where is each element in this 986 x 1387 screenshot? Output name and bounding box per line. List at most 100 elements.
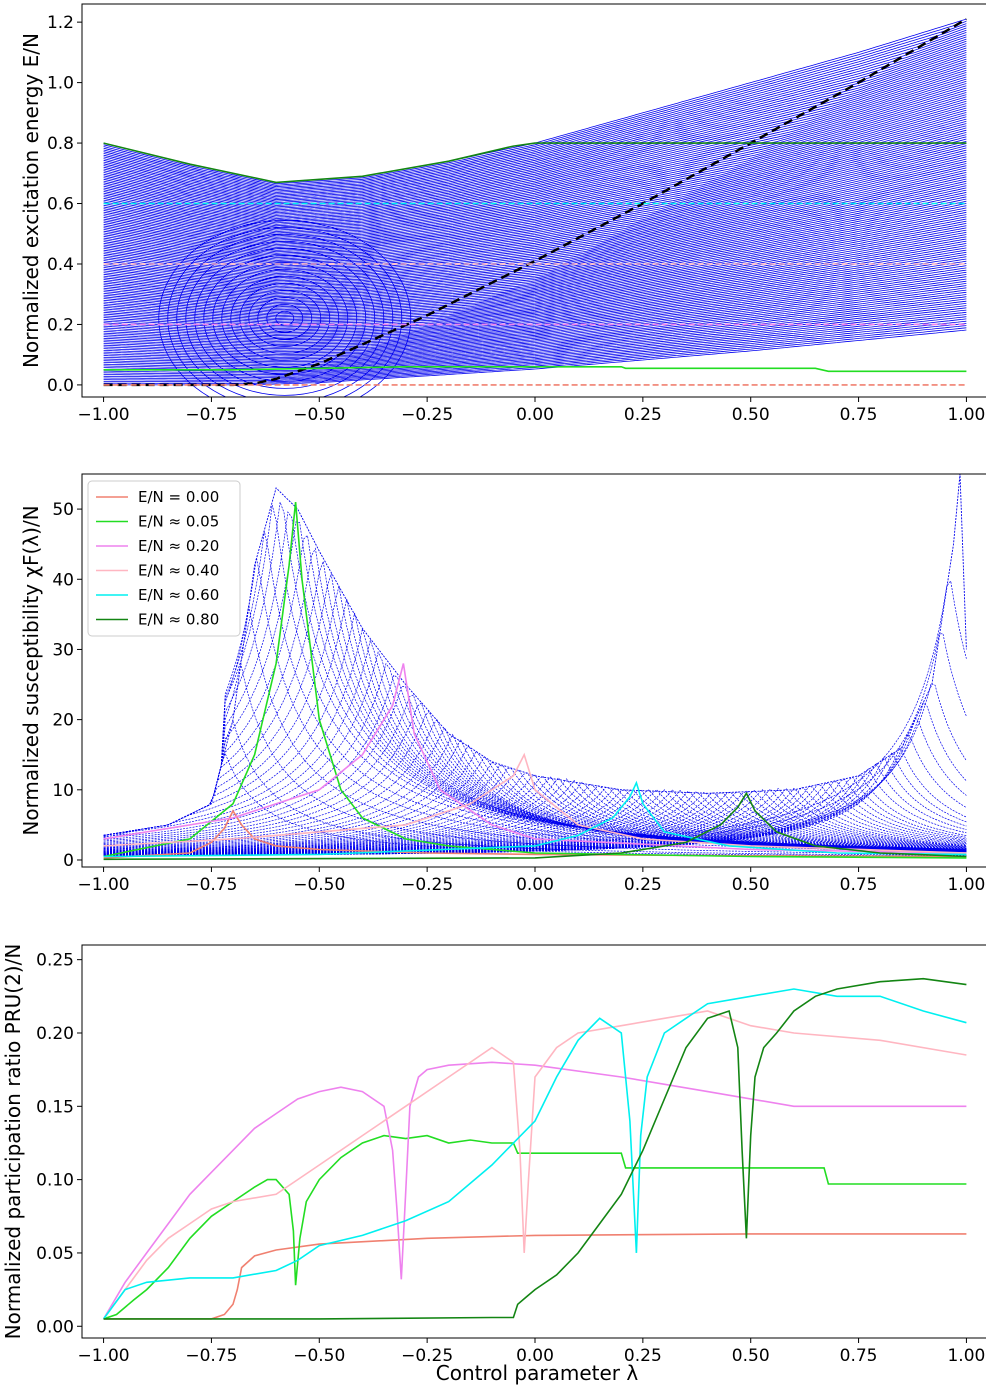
y-axis-label: Normalized excitation energy E/N: [19, 33, 43, 368]
spectrum-ring: [158, 220, 412, 397]
y-ticks: 0.0 0.2 0.4 0.6 0.8 1.0 1.2: [47, 13, 82, 396]
spectrum-curve: [103, 792, 967, 856]
x-tick-label: 1.00: [947, 405, 985, 425]
spectrum-level-line: [103, 96, 967, 234]
x-tick-label: −0.50: [293, 875, 345, 895]
spectrum-curve: [103, 580, 967, 854]
spectrum-curve: [103, 792, 967, 856]
y-axis-label: Normalized participation ratio PRU(2)/N: [1, 944, 25, 1340]
spectrum-curve: [103, 790, 967, 856]
x-tick-label: −0.75: [185, 1346, 237, 1366]
spectrum-curve: [103, 750, 967, 853]
spectrum-curve: [103, 777, 967, 854]
spectrum-level-line: [103, 247, 967, 332]
legend: E/N = 0.00 E/N ≈ 0.05 E/N ≈ 0.20 E/N ≈ 0.40…: [87, 480, 241, 637]
spectrum-curve: [103, 683, 967, 856]
x-tick-label: 0.50: [732, 1346, 770, 1366]
spectrum-level-line: [103, 205, 967, 305]
y-tick-label: 0.6: [47, 195, 74, 215]
spectrum-level-line: [103, 140, 967, 263]
spectrum-level-line: [103, 274, 967, 350]
spectrum-level-line: [103, 132, 967, 257]
spectrum-ring: [203, 254, 367, 382]
spectrum-level-line: [103, 143, 967, 264]
x-tick-label: 0.00: [516, 875, 554, 895]
spectrum-ring: [230, 275, 340, 361]
spectrum-ring: [221, 268, 349, 368]
spectrum-ring: [248, 289, 322, 347]
spectrum-level-line: [103, 223, 967, 316]
x-tick-label: −0.75: [185, 875, 237, 895]
spectrum-level-line: [103, 296, 967, 364]
spectrum-level-line: [103, 87, 967, 228]
spectrum-level-line: [103, 94, 967, 233]
spectrum-level-line: [103, 169, 967, 282]
y-tick-label: 0.15: [36, 1097, 74, 1117]
spectrum-level-line: [103, 60, 967, 211]
panel-susceptibility: −1.00 −0.75 −0.50 −0.25 0.00 0.25 0.50 0.75 1.00…: [19, 473, 986, 895]
x-axis-label: Control parameter λ: [436, 1361, 639, 1385]
spectrum-level-line: [103, 269, 967, 347]
spectrum-curve: [103, 781, 967, 857]
series-line-e0: [103, 809, 967, 859]
spectrum-level-line: [103, 298, 967, 366]
spectrum-level-line: [103, 283, 967, 355]
spectrum-curve: [103, 720, 967, 856]
x-tick-label: 0.25: [624, 405, 662, 425]
spectrum-level-line: [103, 318, 967, 379]
spectrum-levels: [103, 18, 967, 397]
spectrum-level-line: [103, 78, 967, 222]
spectrum-level-line: [103, 245, 967, 331]
legend-label: E/N ≈ 0.05: [138, 513, 219, 531]
spectrum-level-line: [103, 267, 967, 345]
spectrum-level-line: [103, 167, 967, 280]
series-line-e060: [102, 988, 967, 1320]
spectrum-curve: [103, 789, 967, 855]
spectrum-level-line: [103, 294, 967, 363]
spectrum-ring: [212, 261, 358, 375]
spectrum-level-line: [103, 72, 967, 218]
series-line-e040: [102, 1010, 967, 1320]
spectrum-level-line: [103, 40, 967, 198]
spectrum-level-line: [103, 229, 967, 321]
spectrum-level-line: [103, 243, 967, 329]
spectrum-curve: [103, 785, 967, 855]
spectrum-level-line: [103, 216, 967, 312]
spectrum-level-line: [103, 260, 967, 341]
x-ticks: −1.00 −0.75 −0.50 −0.25 0.00 0.25 0.50 0.75 1.00: [78, 397, 985, 425]
spectrum-level-line: [103, 278, 967, 352]
spectrum-level-line: [103, 49, 967, 204]
spectrum-level-line: [103, 225, 967, 318]
spectrum-level-line: [103, 265, 967, 344]
spectrum-level-line: [103, 291, 967, 361]
spectrum-level-line: [103, 112, 967, 244]
y-tick-label: 0.8: [47, 134, 74, 154]
x-tick-label: 0.75: [840, 405, 878, 425]
spectrum-curve: [103, 702, 967, 856]
x-tick-label: −1.00: [78, 1346, 130, 1366]
spectrum-level-line: [103, 29, 967, 191]
spectrum-curve: [103, 718, 967, 852]
spectrum-curve: [103, 685, 967, 852]
series-line-e040: [103, 752, 967, 854]
spectrum-level-line: [103, 280, 967, 354]
spectrum-curve: [103, 787, 967, 857]
y-tick-label: 30: [52, 640, 74, 660]
legend-box: [87, 480, 241, 637]
spectrum-level-line: [103, 152, 967, 270]
x-tick-label: −0.75: [185, 405, 237, 425]
legend-label: E/N ≈ 0.20: [138, 537, 219, 555]
spectrum-level-line: [103, 74, 967, 219]
plot-area: [103, 474, 967, 861]
spectrum-level-line: [103, 147, 967, 267]
spectrum-level-line: [103, 209, 967, 308]
spectrum-level-line: [103, 240, 967, 328]
spectrum-curve: [103, 792, 967, 856]
spectrum-curve: [103, 662, 967, 851]
spectrum-level-line: [103, 258, 967, 340]
spectrum-ring: [167, 227, 403, 397]
spectrum-level-line: [103, 23, 967, 186]
spectrum-curve: [103, 791, 967, 856]
spectrum-curve: [103, 733, 967, 856]
spectrum-level-line: [103, 120, 967, 250]
